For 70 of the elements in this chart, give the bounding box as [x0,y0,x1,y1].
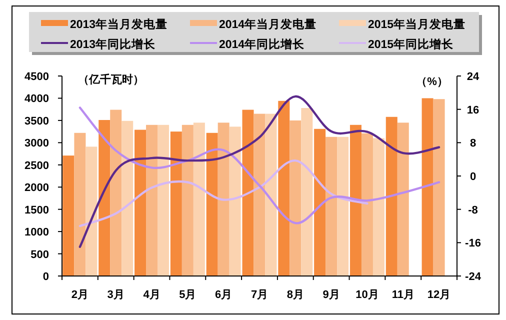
bar [433,99,445,276]
bar [337,136,349,276]
legend-label: 2014年当月发电量 [219,17,317,31]
y-tick-label: 2500 [24,160,49,172]
y-tick-label: 500 [30,248,49,261]
y-tick-label: 4000 [24,93,49,106]
y-tick-label: 4500 [24,71,49,83]
bar [122,120,134,276]
bar [158,124,170,276]
y-tick-label: 3000 [24,138,49,150]
y-tick-label: 1000 [24,226,49,239]
x-tick-label: 2月 [71,289,89,301]
bar [98,120,110,276]
y2-tick-label: 24 [466,71,480,83]
x-tick-label: 8月 [286,289,304,301]
legend-label: 2014年同比增长 [219,37,306,51]
x-tick-label: 3月 [107,289,124,301]
bar [361,133,373,276]
x-tick-label: 10月 [356,289,379,301]
bar [193,122,205,276]
bar [372,138,384,276]
y-tick-label: 2000 [24,182,49,194]
bar [146,124,158,276]
y2-tick-label: -24 [465,271,482,283]
legend-label: 2015年同比增长 [368,37,455,51]
bar [314,128,326,276]
line-series [78,95,440,248]
bar [206,132,218,276]
y2-axis-title: （%） [416,76,448,88]
line-series [78,159,368,228]
x-tick-label: 5月 [179,289,196,301]
y-axis-title: （亿千瓦时） [78,73,144,86]
y-tick-label: 1500 [24,204,49,216]
bar [265,114,277,276]
line-series [78,106,440,224]
x-tick-label: 11月 [392,289,414,301]
bar [290,120,302,276]
bar [242,110,254,276]
bar [134,130,146,276]
bar [422,98,434,276]
x-tick-label: 6月 [215,289,232,301]
bar [326,136,338,276]
bar [170,132,182,276]
bar [74,132,86,276]
bar [218,122,230,276]
bar [254,114,266,276]
bar [86,146,98,276]
y2-tick-label: 0 [470,171,476,183]
legend-label: 2013年同比增长 [70,37,157,51]
bar [110,110,122,276]
y2-tick-label: -8 [468,204,478,216]
y2-tick-label: -16 [465,238,481,250]
y2-tick-label: 8 [470,138,476,150]
bar [397,122,409,276]
bar [386,116,398,276]
legend-label: 2013年当月发电量 [70,17,168,31]
bar [182,124,194,276]
x-tick-label: 4月 [143,289,160,301]
bar [278,100,290,276]
y-tick-label: 0 [42,271,49,283]
bar [62,156,74,276]
y2-tick-label: 16 [466,104,480,116]
bar [301,108,313,276]
x-tick-label: 9月 [322,289,340,301]
bar [229,126,241,276]
x-tick-label: 7月 [250,289,268,301]
y-tick-label: 3500 [24,115,49,128]
x-tick-label: 12月 [427,289,451,301]
bar [350,124,362,276]
legend-label: 2015年当月发电量 [368,17,466,31]
